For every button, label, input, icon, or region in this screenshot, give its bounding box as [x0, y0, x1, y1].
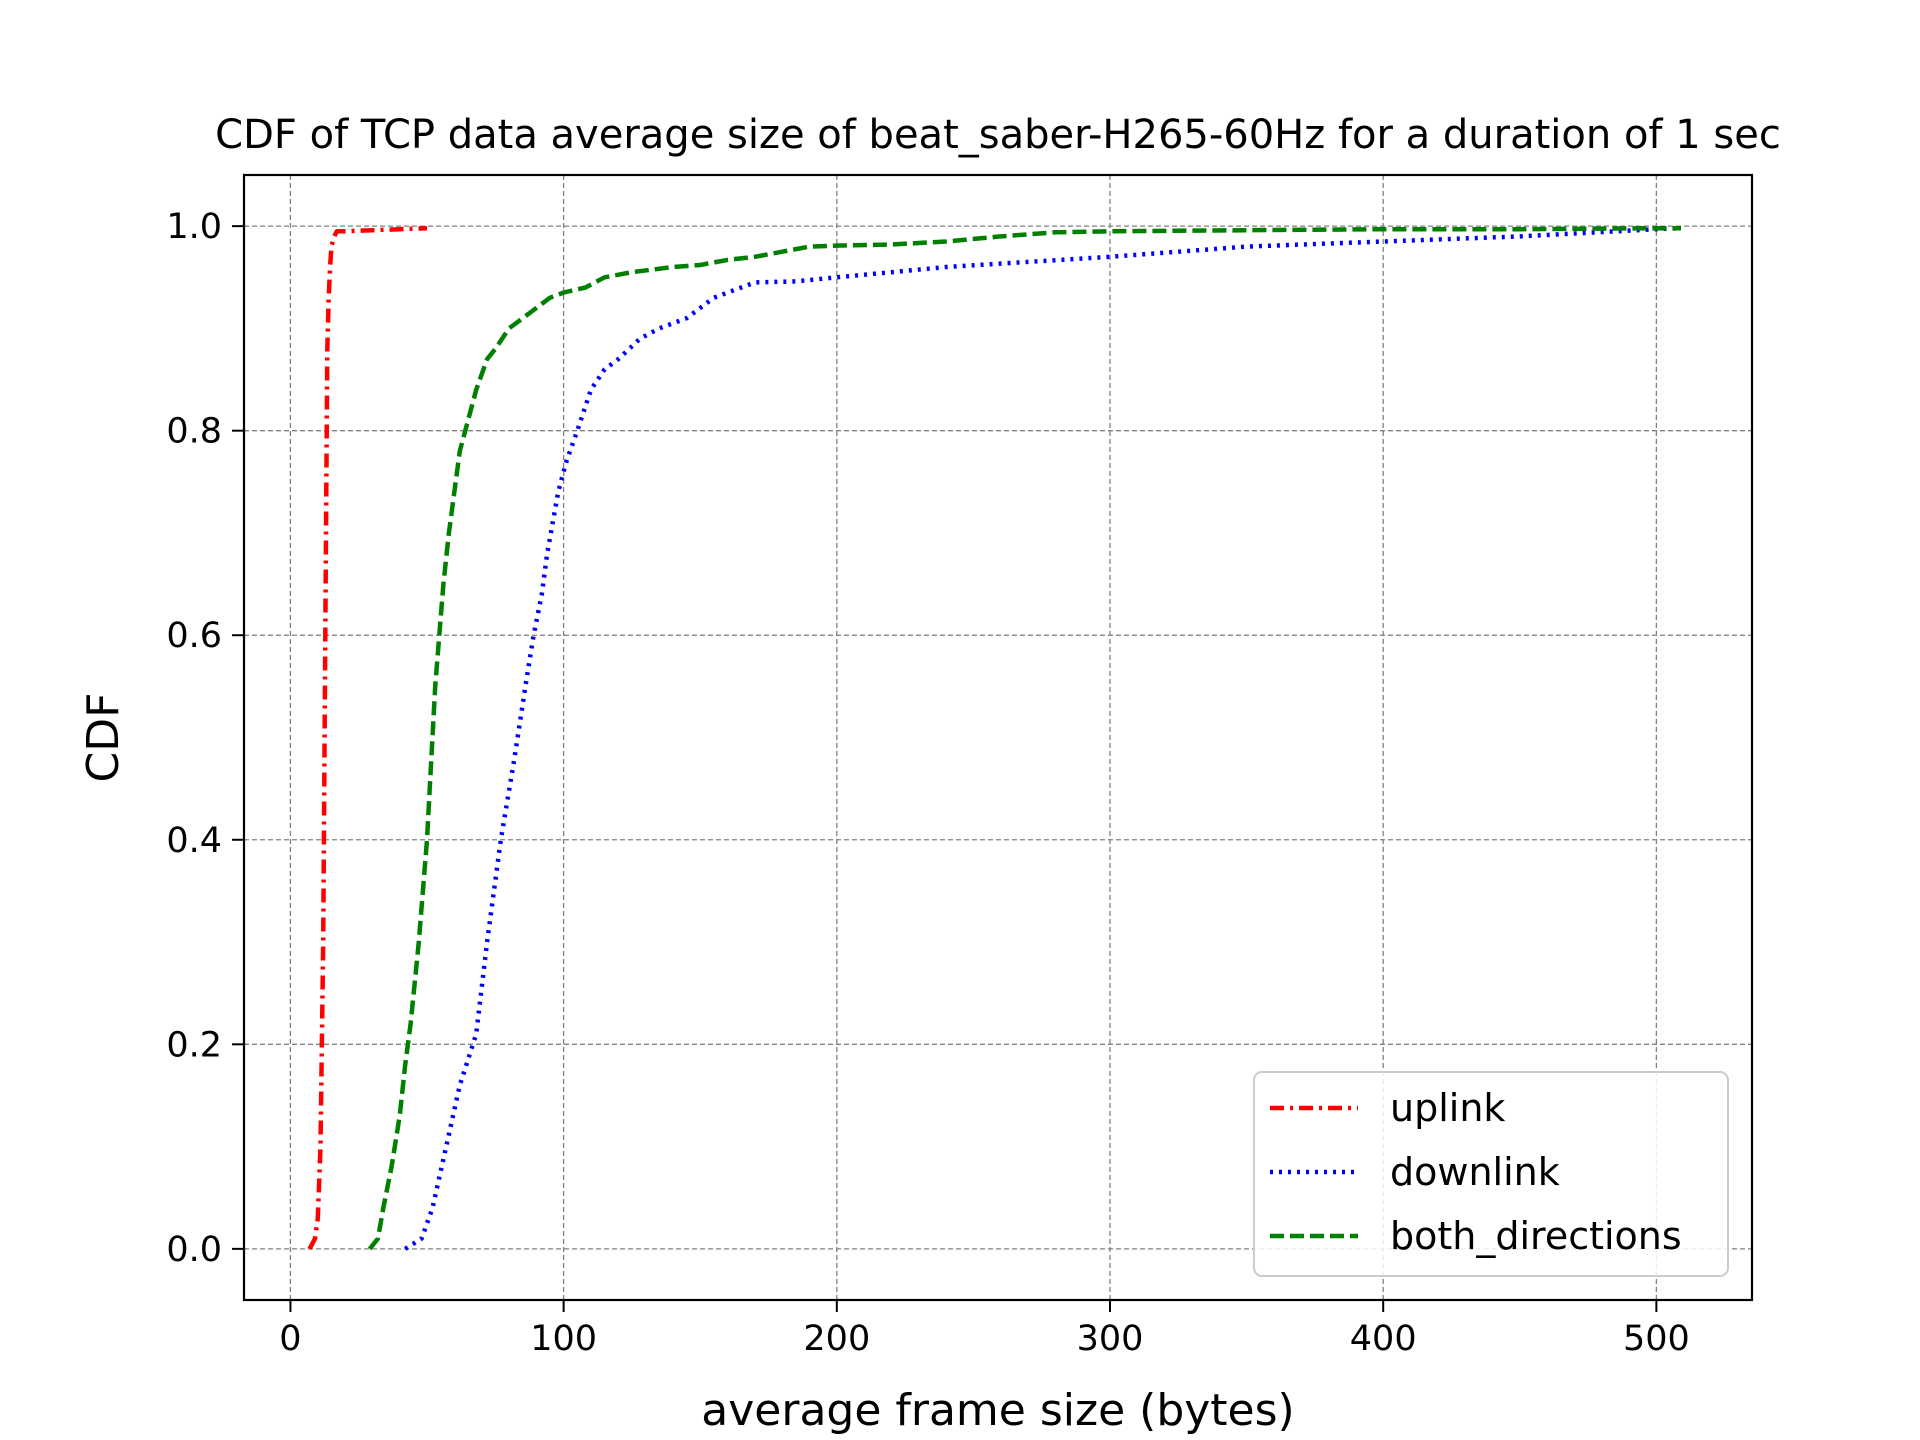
legend-label: both_directions — [1390, 1214, 1682, 1258]
y-tick-label: 1.0 — [166, 207, 222, 247]
chart-title: CDF of TCP data average size of beat_sab… — [215, 112, 1781, 158]
y-tick-label: 0.4 — [166, 821, 222, 861]
x-tick-label: 100 — [530, 1319, 597, 1359]
legend-label: uplink — [1390, 1086, 1505, 1130]
series-line-uplink — [307, 225, 428, 1250]
x-tick-label: 500 — [1623, 1319, 1690, 1359]
x-tick-label: 400 — [1350, 1319, 1417, 1359]
y-tick-label: 0.8 — [166, 412, 222, 452]
grid-lines — [244, 175, 1752, 1300]
series-lines — [307, 225, 1682, 1251]
legend: uplink downlink both_directions — [1253, 1071, 1729, 1277]
x-tick-label: 200 — [803, 1319, 870, 1359]
y-axis-label: CDF — [78, 693, 129, 783]
x-tick-label: 0 — [279, 1319, 301, 1359]
y-tick-label: 0.6 — [166, 616, 222, 656]
series-line-downlink — [404, 225, 1682, 1251]
x-tick-label: 300 — [1077, 1319, 1144, 1359]
legend-label: downlink — [1390, 1150, 1560, 1194]
axis-ticks: 0 100 200 300 400 500 0.0 0.2 0.4 0.6 0.8 1.0 — [166, 207, 1689, 1359]
x-axis-label: average frame size (bytes) — [701, 1385, 1294, 1436]
legend-box — [1253, 1071, 1729, 1277]
y-tick-label: 0.2 — [166, 1025, 222, 1065]
plot-frame — [242, 173, 1754, 1302]
y-tick-label: 0.0 — [166, 1230, 222, 1270]
